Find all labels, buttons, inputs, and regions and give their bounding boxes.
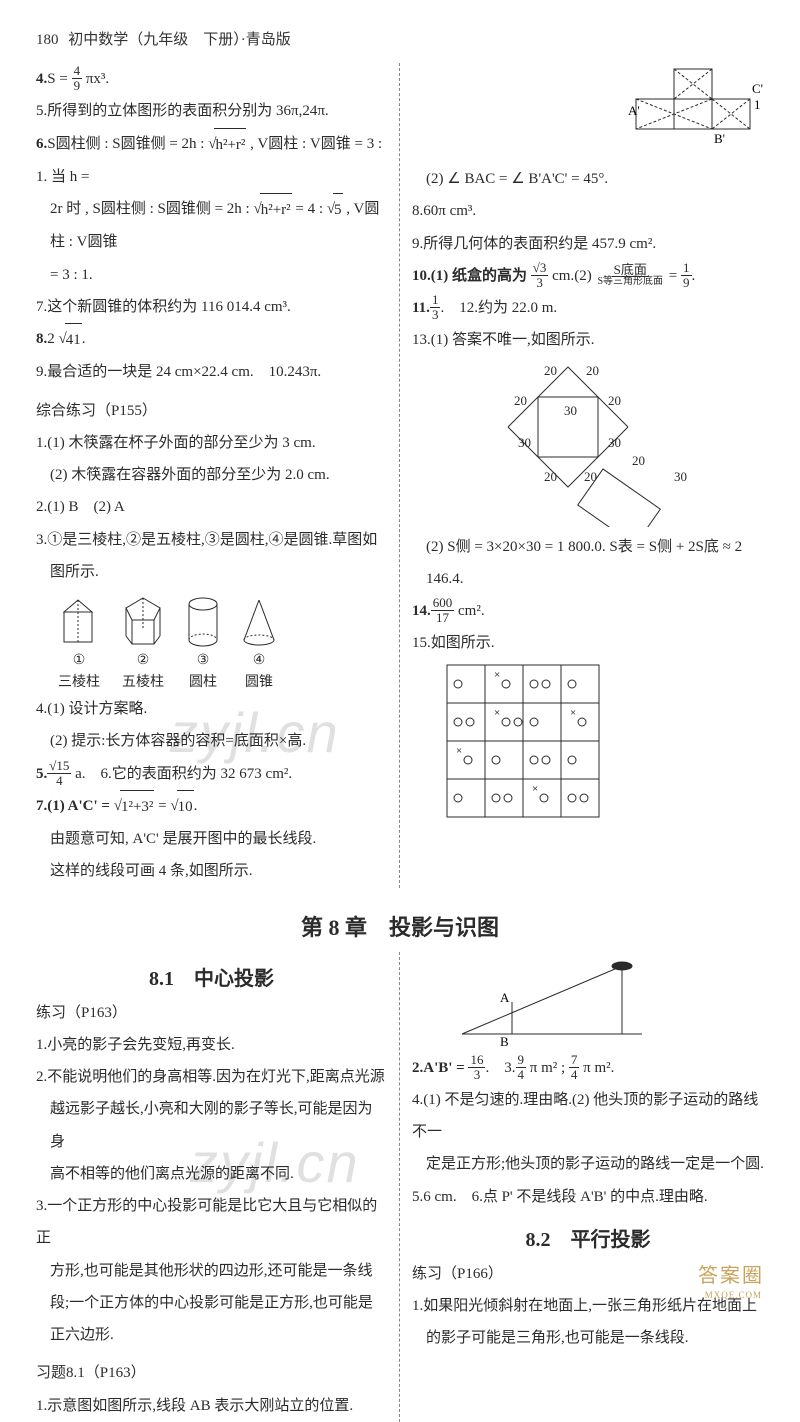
s2: 2.(1) B (2) A	[36, 491, 387, 523]
c2a: 2.不能说明他们的身高相等.因为在灯光下,距离点光源	[36, 1061, 387, 1093]
svg-text:20: 20	[584, 469, 597, 484]
svg-text:30: 30	[564, 403, 577, 418]
c2b: 越远影子越长,小亮和大刚的影子等长,可能是因为身	[36, 1093, 387, 1158]
q4: 4.S = 49 πx³.	[36, 63, 387, 95]
r9: 9.所得几何体的表面积约是 457.9 cm².	[412, 228, 764, 260]
svg-text:×: ×	[494, 707, 500, 719]
c3c: 段;一个正方体的中心投影可能是正方形,也可能是	[36, 1287, 387, 1319]
pentagonal-prism-icon	[118, 594, 168, 652]
s5: 5.√154 a. 6.它的表面积约为 32 673 cm².	[36, 758, 387, 790]
triangular-prism-icon	[54, 594, 104, 652]
cr4a: 4.(1) 不是匀速的.理由略.(2) 他头顶的影子运动的路线不一	[412, 1084, 764, 1149]
svg-text:A': A'	[628, 103, 640, 118]
lower-cols: 8.1 中心投影 练习（P163） 1.小亮的影子会先变短,再变长. 2.不能说…	[36, 952, 764, 1422]
upper-cols: 4.S = 49 πx³. 5.所得到的立体图形的表面积分别为 36π,24π.…	[36, 63, 764, 888]
s4b: (2) 提示:长方体容器的容积=底面积×高.	[36, 725, 387, 757]
q9: 9.最合适的一块是 24 cm×22.4 cm. 10.243π.	[36, 356, 387, 388]
r10: 10.(1) 纸盒的高为 √33 cm.(2) S底面S等三角形底面 = 19.	[412, 260, 764, 292]
s7a: 7.(1) A'C' = 1²+3² = 10.	[36, 790, 387, 823]
r8: 8.60π cm³.	[412, 195, 764, 227]
svg-text:20: 20	[632, 453, 645, 468]
svg-text:B: B	[500, 1034, 509, 1048]
left-column: 4.S = 49 πx³. 5.所得到的立体图形的表面积分别为 36π,24π.…	[36, 63, 400, 888]
cross-net-diagram: A' B' C' 1	[614, 63, 764, 163]
s1a: 1.(1) 木筷露在杯子外面的部分至少为 3 cm.	[36, 427, 387, 459]
lamp-projection-diagram: A B	[452, 958, 652, 1048]
cr4b: 定是正方形;他头顶的影子运动的路线一定是一个圆.	[412, 1148, 764, 1180]
r-angle: (2) ∠ BAC = ∠ B'A'C' = 45°.	[412, 163, 764, 195]
ex81-heading: 习题8.1（P163）	[36, 1357, 387, 1389]
svg-text:×: ×	[494, 669, 500, 681]
s1b: (2) 木筷露在容器外面的部分至少为 2.0 cm.	[36, 459, 387, 491]
synthesis-heading: 综合练习（P155）	[36, 395, 387, 427]
svg-text:30: 30	[608, 435, 621, 450]
cr5: 5.6 cm. 6.点 P' 不是线段 A'B' 的中点.理由略.	[412, 1181, 764, 1213]
section-81-title: 8.1 中心投影	[36, 962, 387, 991]
r13b: (2) S侧 = 3×20×30 = 1 800.0. S表 = S侧 + 2S…	[412, 531, 764, 596]
left-column-lower: 8.1 中心投影 练习（P163） 1.小亮的影子会先变短,再变长. 2.不能说…	[36, 952, 400, 1422]
svg-text:20: 20	[514, 393, 527, 408]
svg-text:30: 30	[518, 435, 531, 450]
page-number: 180	[36, 32, 59, 48]
frac-4-9: 49	[72, 64, 83, 92]
c1: 1.小亮的影子会先变短,再变长.	[36, 1029, 387, 1061]
svg-text:×: ×	[570, 707, 576, 719]
footer-logo: 答案圈	[698, 1259, 764, 1288]
r14: 14.60017 cm².	[412, 595, 764, 627]
s7c: 这样的线段可画 4 条,如图所示.	[36, 855, 387, 887]
solids-figure-row: ① 三棱柱 ② 五棱柱	[36, 588, 387, 693]
r11: 11.13. 12.约为 22.0 m.	[412, 292, 764, 324]
right-column: A' B' C' 1 (2) ∠ BAC = ∠ B'A'C' = 45°. 8…	[400, 63, 764, 888]
page: 180 初中数学（九年级 下册）·青岛版 4.S = 49 πx³. 5.所得到…	[0, 0, 800, 1304]
c2c: 高不相等的他们离点光源的距离不同.	[36, 1158, 387, 1190]
svg-text:20: 20	[544, 363, 557, 378]
c3b: 方形,也可能是其他形状的四边形,还可能是一条线	[36, 1255, 387, 1287]
section-82-title: 8.2 平行投影	[412, 1223, 764, 1252]
svg-text:1: 1	[754, 97, 761, 112]
e1: 1.示意图如图所示,线段 AB 表示大刚站立的位置.	[36, 1390, 387, 1422]
svg-text:×: ×	[456, 745, 462, 757]
r13: 13.(1) 答案不唯一,如图所示.	[412, 324, 764, 356]
svg-text:C': C'	[752, 81, 763, 96]
book-title: 初中数学（九年级 下册）·青岛版	[68, 32, 291, 48]
svg-text:×: ×	[532, 783, 538, 795]
fig-triangular-prism: ① 三棱柱	[54, 594, 104, 691]
s3b: 图所示.	[36, 556, 387, 588]
svg-text:A: A	[500, 990, 510, 1005]
p163-heading: 练习（P163）	[36, 997, 387, 1029]
s3a: 3.①是三棱柱,②是五棱柱,③是圆柱,④是圆锥.草图如	[36, 524, 387, 556]
svg-text:20: 20	[544, 469, 557, 484]
svg-text:20: 20	[586, 363, 599, 378]
cr1b: 的影子可能是三角形,也可能是一条线段.	[412, 1322, 764, 1354]
chapter-title: 第 8 章 投影与识图	[36, 910, 764, 942]
r15: 15.如图所示.	[412, 627, 764, 659]
right-column-lower: A B 2.A'B' = 163. 3.94 π m² ; 74 π m². 4…	[400, 952, 764, 1422]
q7: 7.这个新圆锥的体积约为 116 014.4 cm³.	[36, 291, 387, 323]
c3d: 正六边形.	[36, 1319, 387, 1351]
q6c: = 3 : 1.	[36, 259, 387, 291]
c3a: 3.一个正方形的中心投影可能是比它大且与它相似的正	[36, 1190, 387, 1255]
fig-pentagonal-prism: ② 五棱柱	[118, 594, 168, 691]
q5: 5.所得到的立体图形的表面积分别为 36π,24π.	[36, 95, 387, 127]
q6b: 2r 时 , S圆柱侧 : S圆锥侧 = 2h : h²+r² = 4 : 5 …	[36, 193, 387, 259]
s4a: 4.(1) 设计方案略.	[36, 693, 387, 725]
q6a: 6.S圆柱侧 : S圆锥侧 = 2h : h²+r² , V圆柱 : V圆锥 =…	[36, 128, 387, 194]
net-diagram: 20 20 20 20 30 30 30 20 20 20 30	[458, 357, 718, 527]
q8: 8.2 41.	[36, 323, 387, 356]
svg-text:20: 20	[608, 393, 621, 408]
fig-cylinder: ③ 圆柱	[182, 594, 224, 691]
page-header: 180 初中数学（九年级 下册）·青岛版	[36, 28, 764, 49]
s7b: 由题意可知, A'C' 是展开图中的最长线段.	[36, 823, 387, 855]
svg-text:B': B'	[714, 131, 725, 146]
cr2: 2.A'B' = 163. 3.94 π m² ; 74 π m².	[412, 1052, 764, 1084]
svg-text:30: 30	[674, 469, 687, 484]
dot-grid-diagram: × × × × ×	[442, 660, 612, 820]
footer-sub: MXQE.COM	[705, 1290, 762, 1300]
cylinder-icon	[182, 594, 224, 652]
fig-cone: ④ 圆锥	[238, 594, 280, 691]
cone-icon	[238, 594, 280, 652]
